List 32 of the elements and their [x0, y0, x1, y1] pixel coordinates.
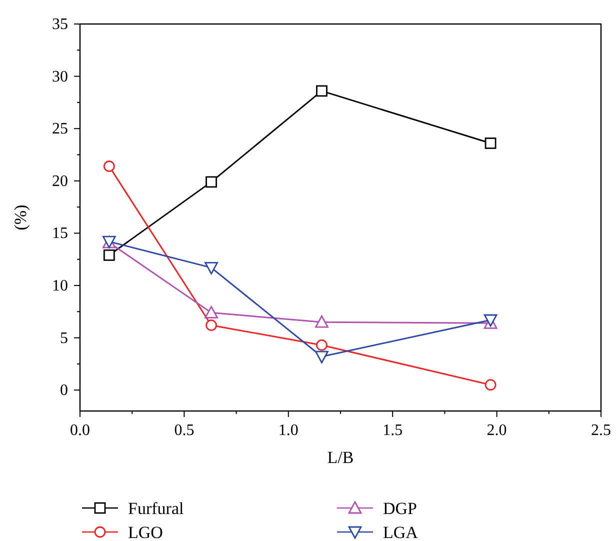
y-tick-label: 5 — [60, 330, 68, 347]
x-tick-label: 2.0 — [486, 422, 507, 439]
y-tick-label: 35 — [52, 16, 68, 33]
point — [204, 262, 218, 274]
point — [206, 176, 217, 188]
y-tick-label: 25 — [52, 120, 68, 138]
y-tick-label: 15 — [52, 225, 68, 242]
x-tick-label: 1.0 — [278, 422, 298, 439]
point — [315, 315, 328, 328]
x-axis-title: L/B — [327, 448, 354, 467]
point — [484, 379, 496, 391]
x-tick-label: 0.0 — [70, 422, 90, 439]
legend-label: LGA — [383, 523, 419, 541]
point — [316, 339, 328, 351]
y-tick-label: 10 — [52, 277, 68, 294]
point — [103, 249, 115, 261]
legend-label: Furfural — [128, 499, 184, 518]
legend-label: LGO — [128, 523, 163, 541]
y-axis-title: (%) — [11, 204, 30, 230]
point — [204, 306, 218, 318]
point — [206, 320, 217, 331]
legend-label: DGP — [383, 499, 418, 518]
x-tick-label: 0.5 — [174, 422, 194, 439]
point — [315, 350, 328, 364]
y-tick-label: 30 — [52, 68, 68, 86]
x-tick-label: 1.5 — [382, 422, 403, 439]
y-tick-label: 20 — [52, 172, 68, 190]
point — [316, 85, 328, 97]
y-tick-label: 0 — [60, 382, 68, 400]
point — [103, 160, 115, 172]
point — [484, 138, 496, 149]
x-tick-label: 2.5 — [591, 422, 611, 439]
